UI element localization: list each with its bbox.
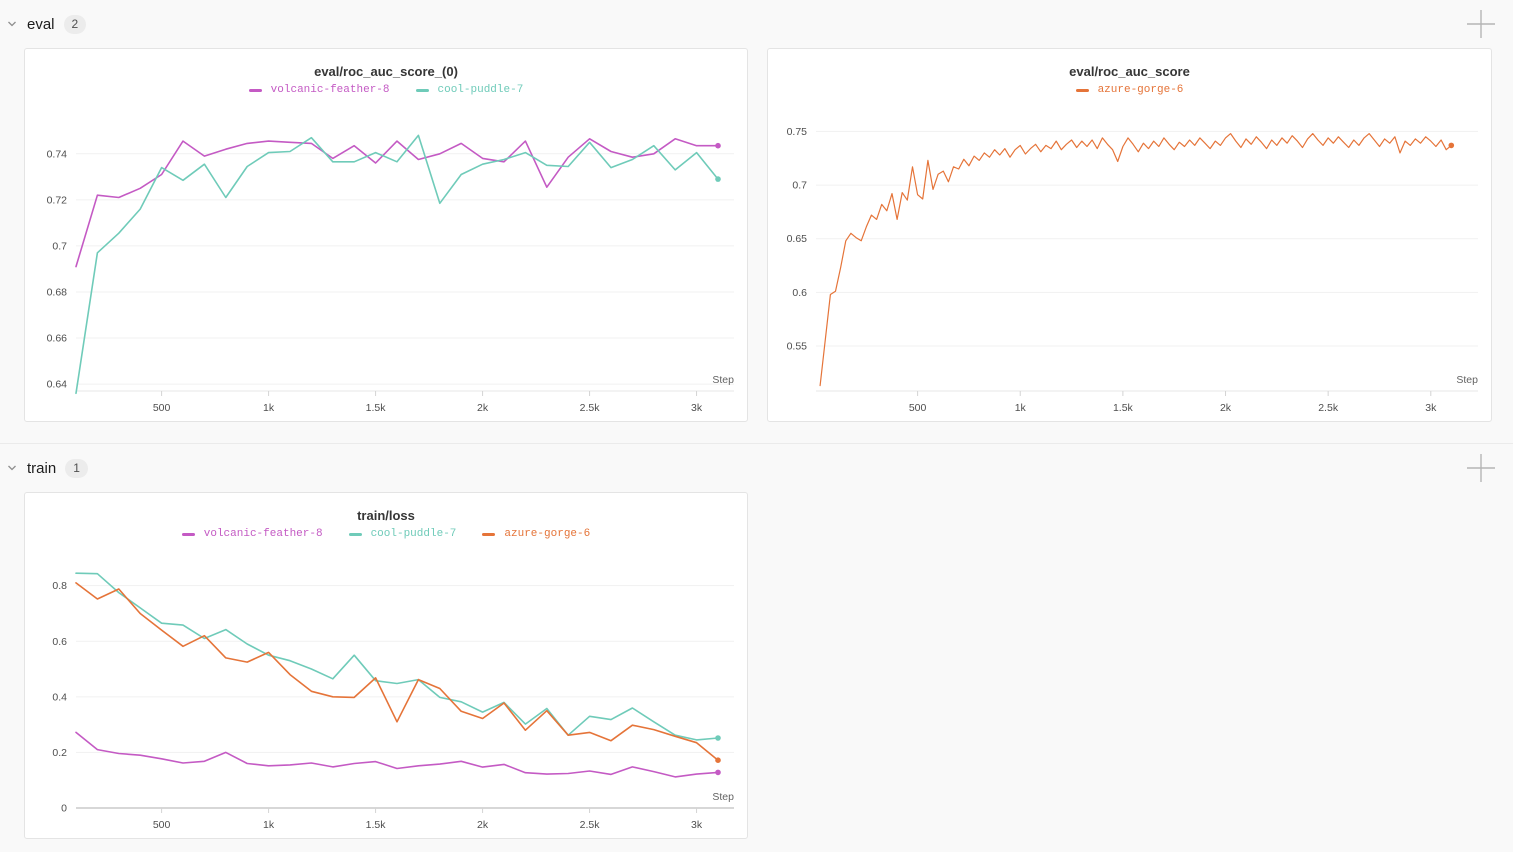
svg-text:1k: 1k <box>263 819 275 831</box>
svg-text:500: 500 <box>153 819 171 831</box>
svg-text:0.7: 0.7 <box>792 180 807 192</box>
svg-text:500: 500 <box>909 402 927 414</box>
line-chart-roc-auc-score[interactable]: 0.55 0.6 0.65 0.7 0.75 500 1k 1.5k 2k 2.5k 3k Step <box>768 113 1491 435</box>
svg-text:0.72: 0.72 <box>47 194 68 206</box>
section-eval-label: eval <box>27 15 55 33</box>
svg-text:0.8: 0.8 <box>52 580 67 592</box>
svg-text:2.5k: 2.5k <box>580 819 601 831</box>
svg-text:2k: 2k <box>1220 402 1232 414</box>
legend-run-name: volcanic-feather-8 <box>270 84 390 96</box>
svg-text:3k: 3k <box>691 819 703 831</box>
svg-text:1k: 1k <box>1015 402 1027 414</box>
svg-text:0.75: 0.75 <box>787 126 808 138</box>
section-train-header: train 1 <box>0 446 1513 492</box>
chart-title: eval/roc_auc_score_(0) <box>314 64 458 79</box>
line-chart-train-loss[interactable]: 0 0.2 0.4 0.6 0.8 500 1k 1.5k 2k 2.5k 3k Step <box>25 557 747 852</box>
svg-text:1.5k: 1.5k <box>366 819 387 831</box>
chart-legend: volcanic-feather-8 cool-puddle-7 azure-gor… <box>25 525 747 543</box>
svg-text:0.6: 0.6 <box>792 287 807 299</box>
chart-title: eval/roc_auc_score <box>1069 64 1190 79</box>
svg-text:Step: Step <box>712 374 734 386</box>
svg-text:0.7: 0.7 <box>52 240 67 252</box>
svg-text:0.68: 0.68 <box>47 286 68 298</box>
legend-run-name: cool-puddle-7 <box>437 84 524 96</box>
section-train-count-badge: 1 <box>65 458 88 478</box>
chart-panel-roc-auc-score[interactable]: eval/roc_auc_score azure-gorge-6 0.55 0.6… <box>767 48 1492 422</box>
section-eval-count-badge: 2 <box>63 14 87 34</box>
chart-head: train/loss volcanic-feather-8 cool-puddle… <box>25 507 747 557</box>
legend-swatch <box>415 88 429 92</box>
add-panel-button[interactable] <box>1466 453 1496 483</box>
svg-text:2.5k: 2.5k <box>1318 402 1339 414</box>
add-panel-button[interactable] <box>1466 9 1496 39</box>
legend-item-volcanic-feather-8: volcanic-feather-8 <box>181 528 323 540</box>
svg-text:Step: Step <box>1456 374 1478 386</box>
svg-text:1k: 1k <box>263 402 275 414</box>
section-eval: eval 2 eval/roc_auc_score_(0) volcanic-f… <box>0 2 1513 444</box>
legend-run-name: volcanic-feather-8 <box>203 528 323 540</box>
legend-run-name: cool-puddle-7 <box>370 528 457 540</box>
legend-item-cool-puddle-7: cool-puddle-7 <box>348 528 457 540</box>
svg-text:500: 500 <box>153 402 171 414</box>
legend-swatch <box>482 532 496 536</box>
section-train-label: train <box>27 459 57 477</box>
eval-panel-row: eval/roc_auc_score_(0) volcanic-feather-… <box>0 48 1513 422</box>
svg-text:0.64: 0.64 <box>47 379 68 391</box>
chevron-down-icon[interactable] <box>6 18 18 30</box>
chart-panel-roc-auc-score-0[interactable]: eval/roc_auc_score_(0) volcanic-feather-… <box>24 48 748 422</box>
chart-legend: volcanic-feather-8 cool-puddle-7 <box>25 81 747 99</box>
legend-item-azure-gorge-6: azure-gorge-6 <box>1075 84 1184 96</box>
chart-head: eval/roc_auc_score azure-gorge-6 <box>768 63 1491 113</box>
chart-panel-train-loss[interactable]: train/loss volcanic-feather-8 cool-puddle… <box>24 492 748 839</box>
svg-text:0.2: 0.2 <box>52 747 67 759</box>
legend-run-name: azure-gorge-6 <box>504 528 591 540</box>
chart-title: train/loss <box>357 508 415 523</box>
svg-text:0: 0 <box>61 803 67 815</box>
svg-text:3k: 3k <box>691 402 703 414</box>
svg-text:2.5k: 2.5k <box>580 402 601 414</box>
chart-head: eval/roc_auc_score_(0) volcanic-feather-… <box>25 63 747 113</box>
line-chart-roc-auc-score-0[interactable]: 0.64 0.66 0.68 0.7 0.72 0.74 500 1k 1.5k 2k 2.5k 3k… <box>25 113 747 435</box>
train-panel-row: train/loss volcanic-feather-8 cool-puddle… <box>0 492 1513 839</box>
svg-text:2k: 2k <box>477 819 489 831</box>
svg-text:0.74: 0.74 <box>47 148 68 160</box>
svg-text:0.65: 0.65 <box>787 233 808 245</box>
chevron-down-icon[interactable] <box>6 462 18 474</box>
svg-text:0.66: 0.66 <box>47 333 68 345</box>
section-eval-header: eval 2 <box>0 2 1513 48</box>
legend-swatch <box>181 532 195 536</box>
svg-text:3k: 3k <box>1425 402 1437 414</box>
chart-legend: azure-gorge-6 <box>768 81 1491 99</box>
svg-text:1.5k: 1.5k <box>1113 402 1134 414</box>
legend-item-cool-puddle-7: cool-puddle-7 <box>415 84 524 96</box>
svg-text:Step: Step <box>712 791 734 803</box>
legend-swatch <box>1075 88 1089 92</box>
section-train: train 1 train/loss volcanic-feather-8 coo… <box>0 444 1513 839</box>
svg-text:0.55: 0.55 <box>787 340 808 352</box>
svg-text:2k: 2k <box>477 402 489 414</box>
legend-item-azure-gorge-6: azure-gorge-6 <box>482 528 590 540</box>
legend-swatch <box>248 88 262 92</box>
legend-swatch <box>348 532 362 536</box>
svg-text:0.6: 0.6 <box>52 636 67 648</box>
legend-item-volcanic-feather-8: volcanic-feather-8 <box>248 84 390 96</box>
svg-text:0.4: 0.4 <box>52 691 67 703</box>
legend-run-name: azure-gorge-6 <box>1097 84 1184 96</box>
svg-text:1.5k: 1.5k <box>366 402 387 414</box>
